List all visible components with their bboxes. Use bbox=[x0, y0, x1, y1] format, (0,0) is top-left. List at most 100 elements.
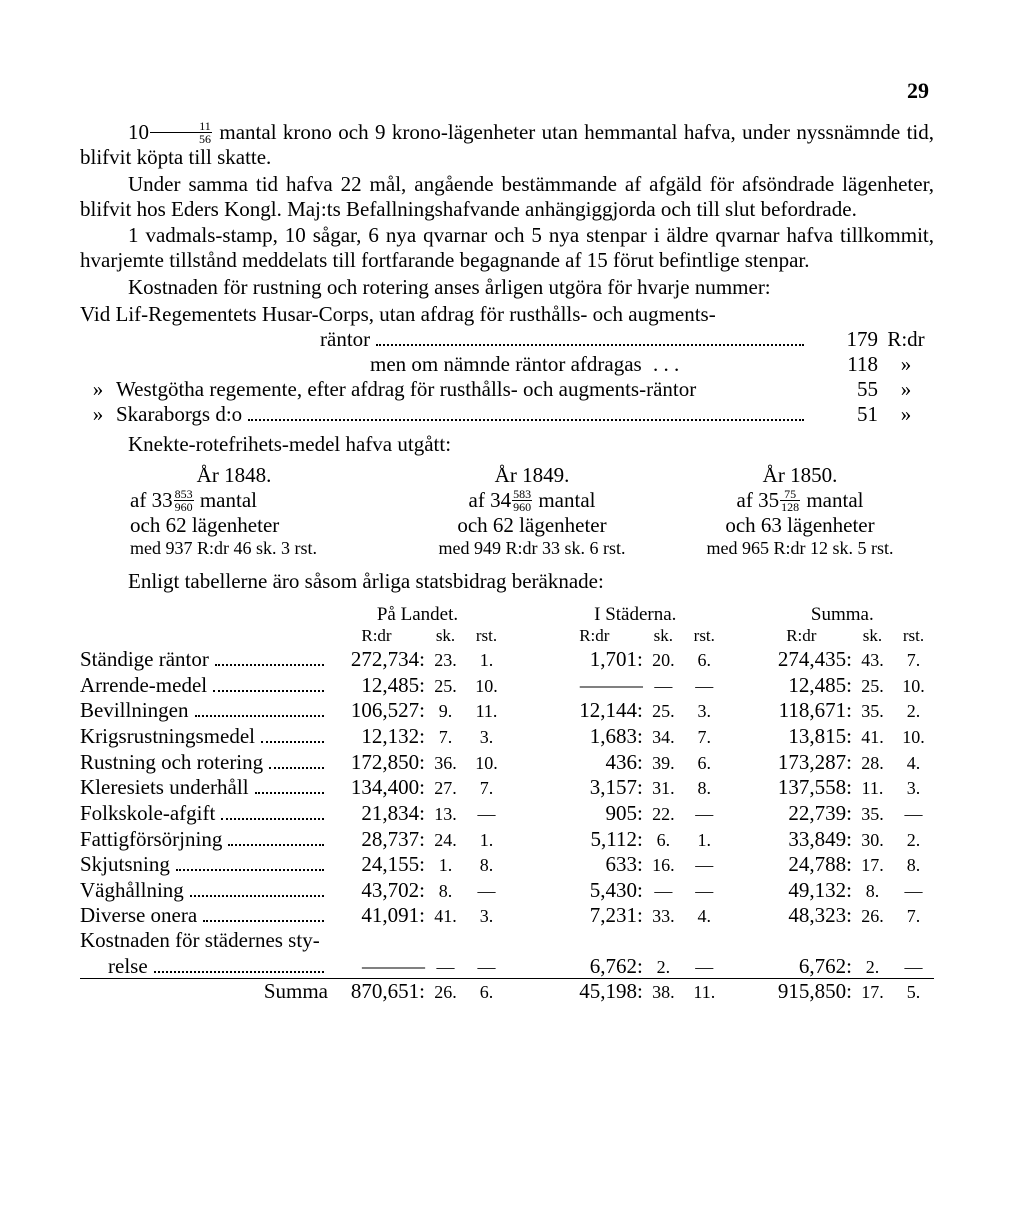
row-label: Skjutsning bbox=[80, 851, 328, 877]
cell-s-sk: 38. bbox=[643, 979, 684, 1004]
ditto-mark: » bbox=[80, 402, 116, 427]
paragraph-3: 1 vadmals-stamp, 10 sågar, 6 nya qvarnar… bbox=[80, 223, 934, 273]
label-text: Fattigförsörjning bbox=[80, 827, 222, 852]
rantor-list: Vid Lif-Regementets Husar-Corps, utan af… bbox=[80, 302, 934, 427]
paragraph-2: Under samma tid hafva 22 mål, angående b… bbox=[80, 172, 934, 222]
cell-s-rst: — bbox=[684, 877, 725, 903]
med-value: med 937 R:dr 46 sk. 3 rst. bbox=[130, 538, 398, 559]
dot-leader bbox=[215, 646, 324, 666]
cell-t-rdr: 274,435: bbox=[751, 646, 852, 672]
knekte-years: År 1848. af 33853960 mantal och 62 lägen… bbox=[80, 463, 934, 559]
label-text: Diverse onera bbox=[80, 903, 197, 928]
col-rdr: R:dr bbox=[751, 626, 852, 646]
table-row-kostnaden-a: Kostnaden för städernes sty- bbox=[80, 928, 934, 953]
sum-label: Summa bbox=[80, 979, 328, 1004]
dot-leader bbox=[228, 826, 324, 846]
value: 179 bbox=[810, 327, 878, 352]
col-rst: rst. bbox=[466, 626, 507, 646]
fraction: 583960 bbox=[512, 488, 532, 513]
cell-l-sk: 24. bbox=[425, 826, 466, 852]
cell-t-rdr: 13,815: bbox=[751, 723, 852, 749]
cell-l-sk: 36. bbox=[425, 749, 466, 775]
stats-intro: Enligt tabellerne äro såsom årliga stats… bbox=[80, 569, 934, 594]
cell-t-rdr: 915,850: bbox=[751, 979, 852, 1004]
cell-l-rdr: 12,485: bbox=[328, 672, 425, 698]
col-sk: sk. bbox=[425, 626, 466, 646]
row-label: Folkskole-afgift bbox=[80, 800, 328, 826]
cell-l-sk: 7. bbox=[425, 723, 466, 749]
col-sk: sk. bbox=[643, 626, 684, 646]
cell-t-rdr: 33,849: bbox=[751, 826, 852, 852]
col-rdr: R:dr bbox=[546, 626, 643, 646]
cell-t-sk: 25. bbox=[852, 672, 893, 698]
table-row: Skjutsning 24,155: 1. 8. 633: 16. — 24,7… bbox=[80, 851, 934, 877]
dot-leader bbox=[221, 800, 324, 820]
row-label: Diverse onera bbox=[80, 902, 328, 928]
cell-s-sk: 6. bbox=[643, 826, 684, 852]
lagenheter: och 62 lägenheter bbox=[130, 513, 398, 538]
cell-s-rdr: 7,231: bbox=[546, 902, 643, 928]
cell-s-rst: — bbox=[684, 851, 725, 877]
cell-l-rdr: 43,702: bbox=[328, 877, 425, 903]
cell-s-rst: 1. bbox=[684, 826, 725, 852]
cell-l-rst: 10. bbox=[466, 749, 507, 775]
cell-l-sk: 13. bbox=[425, 800, 466, 826]
table-header-groups: På Landet. I Städerna. Summa. bbox=[80, 604, 934, 626]
fraction: 1156 bbox=[150, 120, 212, 145]
label-text: Ständige räntor bbox=[80, 647, 209, 672]
cell-s-sk: 39. bbox=[643, 749, 684, 775]
cell-t-rst: 4. bbox=[893, 749, 934, 775]
label: Skaraborgs d:o bbox=[116, 402, 242, 427]
table-row: Väghållning 43,702: 8. — 5,430: — — 49,1… bbox=[80, 877, 934, 903]
cell-l-sk: — bbox=[425, 953, 466, 979]
cell-t-rst: — bbox=[893, 800, 934, 826]
year-label: År 1849. bbox=[495, 463, 570, 487]
cell-s-rst: — bbox=[684, 953, 725, 979]
fraction: 853960 bbox=[174, 488, 194, 513]
document-page: 29 101156 mantal krono och 9 krono-lägen… bbox=[0, 0, 1024, 1208]
cell-t-rdr: 24,788: bbox=[751, 851, 852, 877]
table-row: Diverse onera 41,091: 41. 3. 7,231: 33. … bbox=[80, 902, 934, 928]
cell-s-rdr: 12,144: bbox=[546, 698, 643, 724]
cell-t-sk: 35. bbox=[852, 800, 893, 826]
label: Vid Lif-Regementets Husar-Corps, utan af… bbox=[80, 302, 716, 326]
cell-l-rst: — bbox=[466, 800, 507, 826]
text: mantal bbox=[801, 488, 863, 512]
table-row-kostnaden-b: relse ——— — — 6,762: 2. — 6,762: 2. — bbox=[80, 953, 934, 979]
cell-s-rdr: 6,762: bbox=[546, 953, 643, 979]
cell-s-rst: — bbox=[684, 800, 725, 826]
col-rst: rst. bbox=[893, 626, 934, 646]
label-text: Arrende-medel bbox=[80, 673, 207, 698]
med-value: med 949 R:dr 33 sk. 6 rst. bbox=[398, 538, 666, 559]
rantor-row-2: men om nämnde räntor afdragas . . . 118 … bbox=[80, 352, 934, 377]
cell-t-sk: 35. bbox=[852, 698, 893, 724]
body-text: 101156 mantal krono och 9 krono-lägenhet… bbox=[80, 120, 934, 1004]
label-text: Kleresiets underhåll bbox=[80, 775, 249, 800]
table-row: Arrende-medel 12,485: 25. 10. ——— — — 12… bbox=[80, 672, 934, 698]
col-rst: rst. bbox=[684, 626, 725, 646]
cell-s-rst: 8. bbox=[684, 774, 725, 800]
text: 10 bbox=[128, 120, 149, 144]
knekte-header: Knekte-rotefrihets-medel hafva utgått: bbox=[80, 432, 934, 457]
cell-l-rst: 3. bbox=[466, 902, 507, 928]
knekte-col-1848: År 1848. af 33853960 mantal och 62 lägen… bbox=[80, 463, 398, 559]
cell-t-rst: 10. bbox=[893, 723, 934, 749]
cell-s-rst: — bbox=[684, 672, 725, 698]
cell-t-rst: 10. bbox=[893, 672, 934, 698]
cell-t-sk: 28. bbox=[852, 749, 893, 775]
dot-leader bbox=[255, 774, 324, 794]
year-label: År 1850. bbox=[763, 463, 838, 487]
label-text: relse bbox=[108, 954, 148, 979]
knekte-col-1849: År 1849. af 34583960 mantal och 62 lägen… bbox=[398, 463, 666, 559]
cell-l-rst: — bbox=[466, 953, 507, 979]
stats-table-block: På Landet. I Städerna. Summa. R:dr sk. r… bbox=[80, 604, 934, 1004]
cell-s-sk: 33. bbox=[643, 902, 684, 928]
row-label: Rustning och rotering bbox=[80, 749, 328, 775]
col-sk: sk. bbox=[852, 626, 893, 646]
cell-l-sk: 41. bbox=[425, 902, 466, 928]
cell-t-sk: 8. bbox=[852, 877, 893, 903]
dot-leader bbox=[203, 902, 324, 922]
cell-t-sk: 2. bbox=[852, 953, 893, 979]
cell-l-rdr: 106,527: bbox=[328, 698, 425, 724]
cell-s-rst: 11. bbox=[684, 979, 725, 1004]
